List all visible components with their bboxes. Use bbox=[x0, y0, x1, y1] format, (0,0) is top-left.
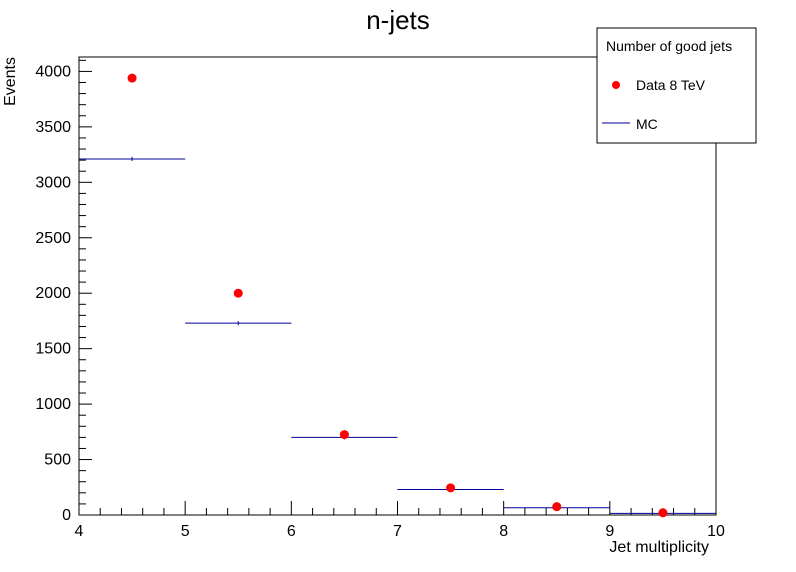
x-tick-label: 6 bbox=[287, 523, 296, 540]
y-tick-label: 1000 bbox=[35, 396, 71, 413]
y-axis: 0 500 1000 1500 2000 2500 3000 3500 4000 bbox=[35, 59, 92, 524]
x-tick-label: 8 bbox=[499, 523, 508, 540]
chart-title: n-jets bbox=[366, 5, 430, 35]
legend-data-marker bbox=[612, 81, 620, 89]
data-point bbox=[446, 483, 456, 493]
data-point bbox=[127, 73, 137, 83]
legend-title: Number of good jets bbox=[606, 38, 732, 54]
data-point bbox=[552, 502, 562, 512]
x-tick-label: 5 bbox=[181, 523, 190, 540]
data-point bbox=[658, 508, 668, 518]
x-tick-label: 4 bbox=[75, 523, 84, 540]
data-series bbox=[127, 73, 668, 518]
data-point bbox=[339, 430, 349, 440]
y-tick-label: 3500 bbox=[35, 119, 71, 136]
y-tick-label: 4000 bbox=[35, 63, 71, 80]
legend: Number of good jets Data 8 TeV MC bbox=[596, 27, 757, 144]
legend-box bbox=[596, 27, 757, 144]
y-tick-label: 2000 bbox=[35, 285, 71, 302]
x-tick-label: 7 bbox=[393, 523, 402, 540]
y-tick-label: 3000 bbox=[35, 174, 71, 191]
y-tick-label: 0 bbox=[62, 507, 71, 524]
y-axis-label: Events bbox=[2, 57, 19, 106]
x-axis-label: Jet multiplicity bbox=[609, 539, 709, 556]
x-axis: 4 5 6 7 8 9 10 bbox=[75, 501, 725, 540]
x-tick-label: 10 bbox=[707, 523, 725, 540]
y-tick-label: 2500 bbox=[35, 230, 71, 247]
y-tick-label: 500 bbox=[44, 452, 71, 469]
legend-mc-label: MC bbox=[636, 116, 658, 132]
x-tick-label: 9 bbox=[605, 523, 614, 540]
data-point bbox=[233, 288, 243, 298]
legend-data-label: Data 8 TeV bbox=[636, 77, 706, 93]
y-tick-label: 1500 bbox=[35, 341, 71, 358]
